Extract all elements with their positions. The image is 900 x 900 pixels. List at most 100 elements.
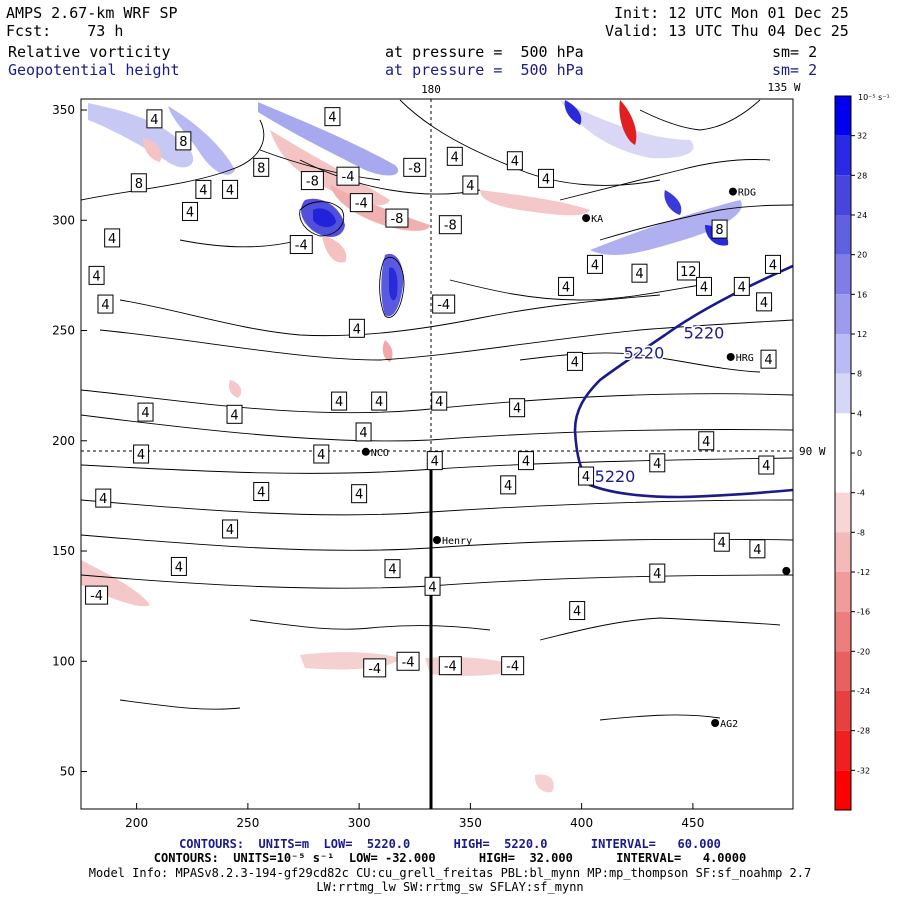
vorticity-label: 4 xyxy=(95,488,112,508)
vorticity-label-text: 4 xyxy=(353,322,361,337)
vorticity-label-box xyxy=(300,171,324,191)
station-marker xyxy=(433,535,441,544)
vorticity-label-text: 4 xyxy=(435,395,443,410)
vorticity-label-text: -8 xyxy=(408,161,421,176)
vorticity-label-text: 4 xyxy=(573,605,581,620)
vorticity-label-text: 4 xyxy=(226,183,234,198)
vorticity-label: 4 xyxy=(569,601,586,621)
colorbar-label: -24 xyxy=(857,687,870,696)
vorticity-label: 4 xyxy=(713,532,730,552)
colorbar-swatch xyxy=(835,294,851,334)
vorticity-label-box xyxy=(760,349,777,369)
colorbar-label: -8 xyxy=(857,528,865,537)
vorticity-label: 4 xyxy=(424,576,441,596)
vorticity-label: -4 xyxy=(438,656,462,676)
vorticity-label-text: -8 xyxy=(444,219,457,234)
vorticity-label: 4 xyxy=(133,444,150,464)
vorticity-label-box xyxy=(696,276,712,296)
forecast-hour: Fcst: 73 h xyxy=(6,22,124,40)
vorticity-label-box xyxy=(130,173,147,193)
vorticity-label: 4 xyxy=(313,444,330,464)
vorticity-label-text: 4 xyxy=(504,479,512,494)
vorticity-label-box xyxy=(336,166,360,186)
vorticity-label: 4 xyxy=(462,175,479,195)
vorticity-label-box xyxy=(431,391,448,411)
vorticity-label-box xyxy=(363,658,387,678)
vorticity-label: 4 xyxy=(137,402,154,422)
vorticity-label-box xyxy=(501,656,525,676)
vorticity-label-text: -4 xyxy=(437,298,450,313)
vorticity-label-box xyxy=(97,294,114,314)
vorticity-label-text: 4 xyxy=(466,179,474,194)
vorticity-label: 4 xyxy=(649,453,666,473)
station-label: Henry xyxy=(442,536,472,547)
init-time: Init: 12 UTC Mon 01 Dec 25 xyxy=(614,4,849,22)
vorticity-label-box xyxy=(313,444,330,464)
meridian-135w-label: 135 W xyxy=(767,81,800,94)
vorticity-label-text: 4 xyxy=(175,560,183,575)
height-label: 5220 xyxy=(595,467,636,486)
vorticity-label: -4 xyxy=(349,193,373,213)
vorticity-label: 4 xyxy=(698,431,715,451)
vorticity-label: 4 xyxy=(104,228,121,248)
vorticity-label-box xyxy=(764,254,781,274)
vorticity-label-text: 4 xyxy=(388,563,396,578)
vorticity-label: -4 xyxy=(336,166,360,186)
vorticity-label-text: 4 xyxy=(702,435,710,450)
colorbar-label: 16 xyxy=(857,290,867,299)
vorticity-label-text: 4 xyxy=(99,492,107,507)
vorticity-label: -8 xyxy=(385,208,409,228)
vorticity-label: 4 xyxy=(97,294,114,314)
field2-name: Geopotential height xyxy=(8,61,180,79)
vorticity-label-text: 4 xyxy=(150,113,158,128)
vorticity-label-box xyxy=(649,563,666,583)
vorticity-label-text: 8 xyxy=(715,223,723,238)
vorticity-label: 4 xyxy=(371,391,388,411)
vorticity-label-text: -4 xyxy=(368,662,381,677)
colorbar-swatch xyxy=(835,730,851,771)
vorticity-label-text: -4 xyxy=(90,589,103,604)
vorticity-label-text: 4 xyxy=(513,402,521,417)
vorticity-label-box xyxy=(95,488,112,508)
vorticity-label-text: 4 xyxy=(375,395,383,410)
vorticity-label: 4 xyxy=(222,519,239,539)
vorticity-label-box xyxy=(558,276,575,296)
station-label: HRG xyxy=(736,353,754,364)
colorbar: 10⁻⁵ s⁻¹ 32 28 24 20 16 12 8 4 0 -4 -8 -12 -16 -20 -24… xyxy=(834,93,890,811)
vorticity-label: 4 xyxy=(586,254,603,274)
vorticity-label: -8 xyxy=(438,215,462,235)
vorticity-label-text: 4 xyxy=(718,536,726,551)
vorticity-label: 4 xyxy=(324,107,341,127)
vorticity-label-text: -4 xyxy=(444,660,457,675)
vorticity-label: -8 xyxy=(300,171,324,191)
vorticity-label-box xyxy=(758,455,775,475)
vorticity-label-text: 4 xyxy=(355,488,363,503)
vorticity-label-box xyxy=(182,201,199,221)
x-tick-label: 400 xyxy=(570,816,593,830)
vorticity-label-box xyxy=(462,175,479,195)
y-tick-label: 300 xyxy=(52,213,75,227)
vorticity-label-text: 8 xyxy=(257,161,265,176)
vorticity-label-box xyxy=(438,215,462,235)
vorticity-label: 4 xyxy=(760,349,777,369)
vorticity-label: 8 xyxy=(711,219,728,239)
y-tick-label: 200 xyxy=(52,434,75,448)
vorticity-label-text: -4 xyxy=(342,170,355,185)
vorticity-label-box xyxy=(426,451,443,471)
vorticity-label-box xyxy=(324,107,341,127)
height-label-layer: 5220 5220 5220 xyxy=(593,322,726,487)
vorticity-label-text: 4 xyxy=(738,280,746,295)
station-marker xyxy=(782,566,791,575)
colorbar-swatch xyxy=(835,373,851,414)
vorticity-label-text: 4 xyxy=(226,523,234,538)
vorticity-label: 8 xyxy=(175,131,192,151)
vorticity-label-text: 4 xyxy=(141,406,149,421)
vorticity-label: 4 xyxy=(558,276,575,296)
vorticity-label-text: 4 xyxy=(635,267,643,282)
vorticity-label: 4 xyxy=(509,398,526,418)
colorbar-label: -12 xyxy=(857,568,870,577)
vorticity-label: 4 xyxy=(764,254,781,274)
x-tick-label: 200 xyxy=(125,816,148,830)
field1-smoothing: sm= 2 xyxy=(772,43,818,61)
vorticity-label-box xyxy=(631,263,648,283)
